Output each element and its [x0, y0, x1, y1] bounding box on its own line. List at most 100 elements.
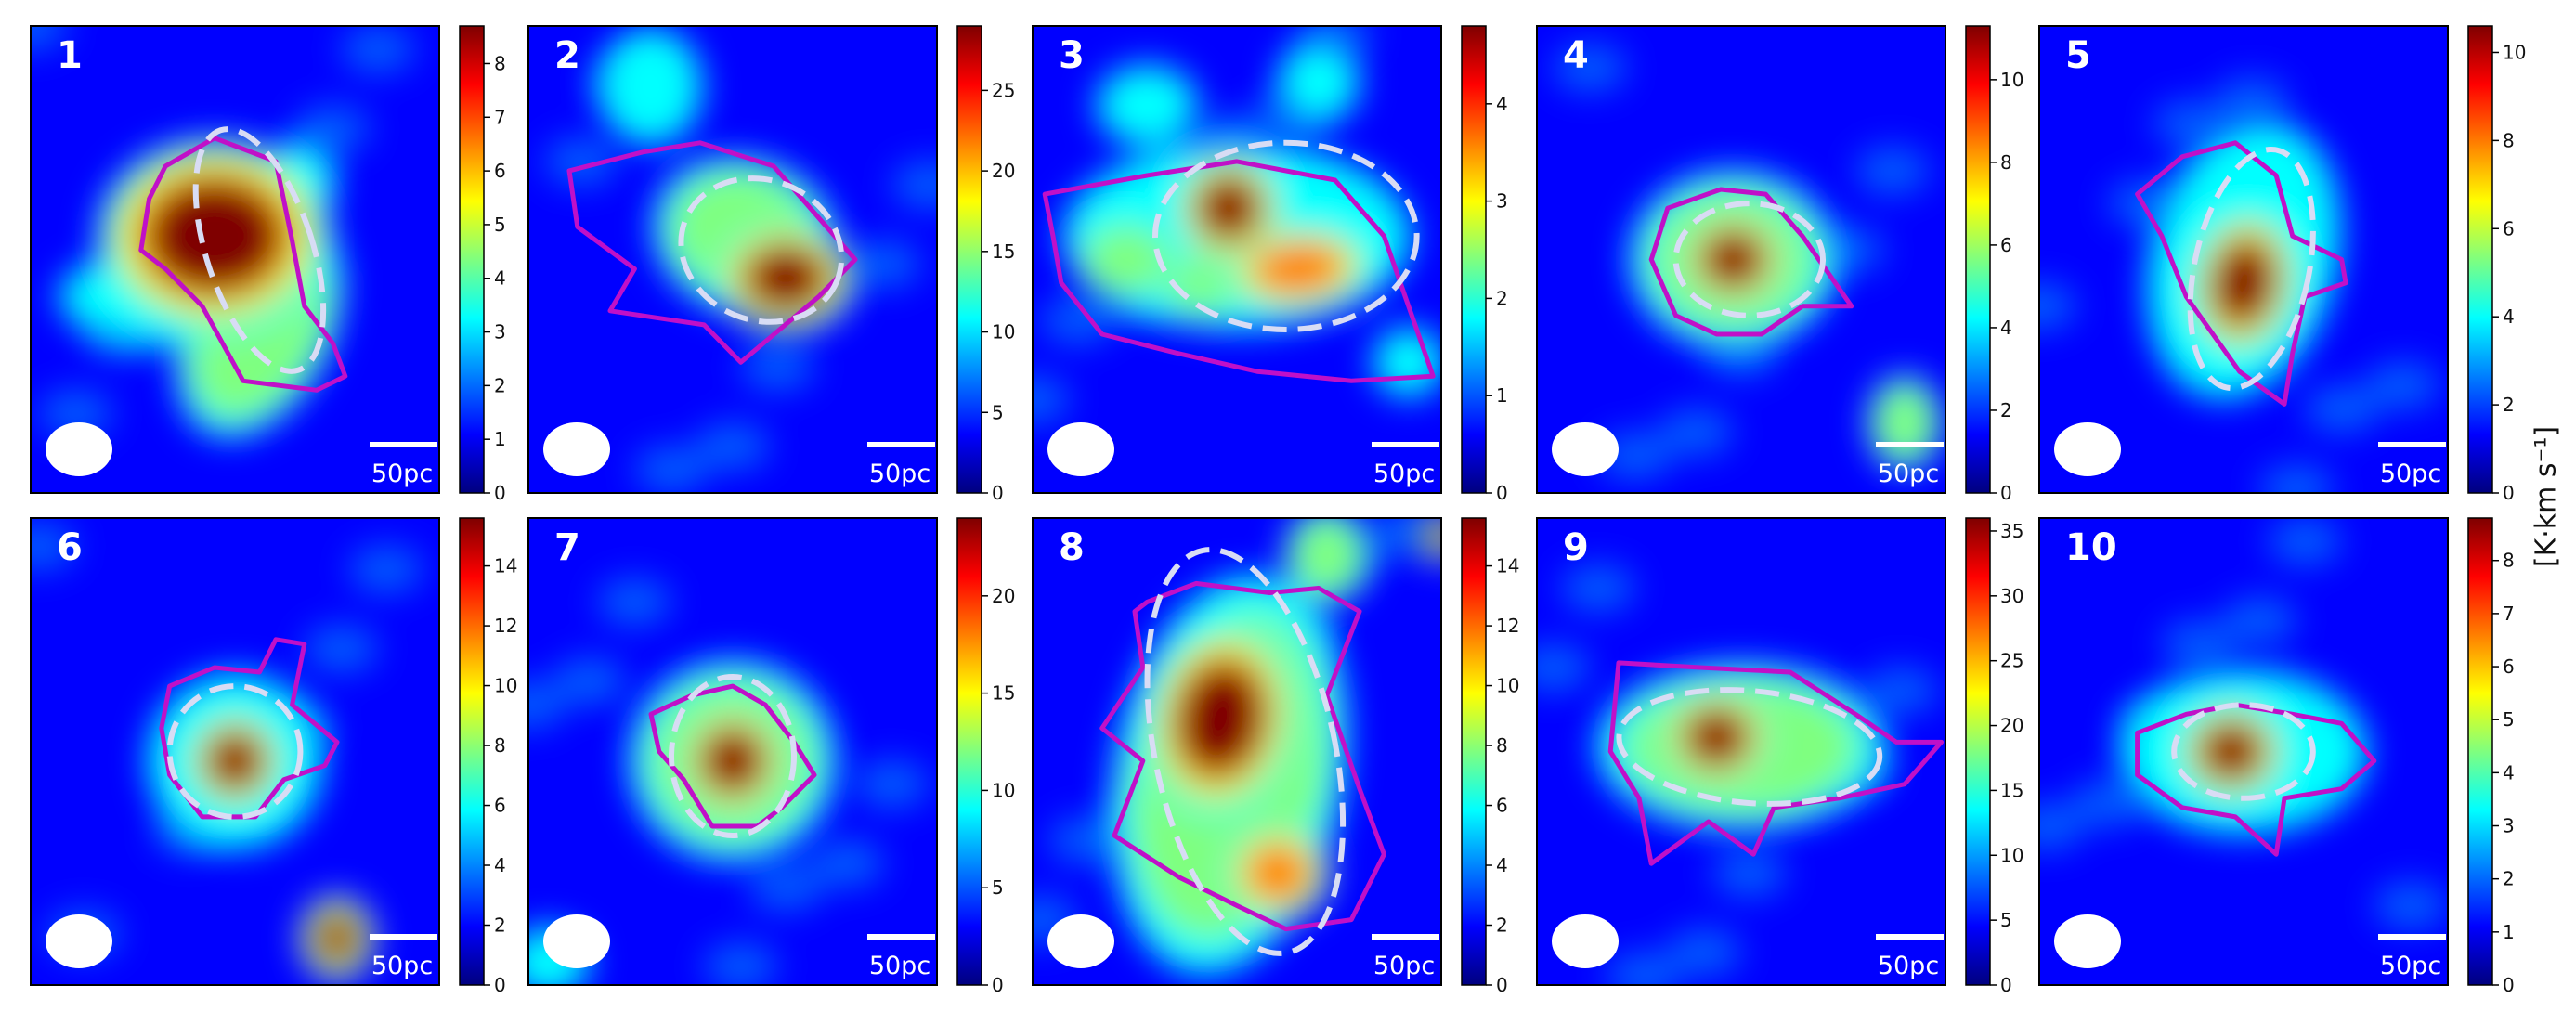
fitted-ellipse: [669, 674, 797, 839]
intensity-map: [31, 518, 439, 985]
colorbar-tick-label: 4: [2503, 761, 2515, 784]
panel-6: 50pc 6 0 2 4 6 8 10 12 14: [30, 517, 517, 996]
map-frame: [1536, 25, 1946, 494]
intensity-map: [2039, 518, 2448, 985]
background-emission: [1561, 564, 1635, 613]
background-emission: [31, 522, 76, 571]
colorbar-tick-label: 0: [494, 482, 506, 504]
colorbar-tick-label: 2: [2000, 399, 2012, 421]
emission-blob: [599, 28, 703, 146]
colorbar-tick-label: 25: [2000, 650, 2023, 672]
scale-bar-label: 50pc: [1373, 952, 1435, 980]
intensity-map: [31, 26, 439, 493]
background-emission: [854, 759, 930, 809]
colorbar-tick-label: 10: [992, 321, 1015, 343]
intensity-map: [1537, 518, 1945, 985]
background-emission: [528, 680, 566, 730]
colorbar-tick-label: 10: [1496, 675, 1519, 697]
background-emission: [1033, 375, 1070, 424]
colorbar-tick-label: 2: [494, 914, 506, 937]
fitted-ellipse: [1672, 201, 1827, 318]
background-emission: [2374, 881, 2448, 930]
map-frame: [2038, 25, 2449, 494]
colorbar-tick-label: 7: [2503, 603, 2515, 625]
background-emission: [1854, 146, 1930, 195]
colorbar-tick-label: 6: [494, 160, 506, 182]
colorbar-tick-label: 4: [494, 854, 506, 876]
emission-blob: [1245, 843, 1310, 903]
background-emission: [544, 136, 619, 186]
colorbar-tick-label: 8: [2503, 129, 2515, 151]
colorbar: [2467, 517, 2493, 986]
background-emission: [1606, 951, 1681, 985]
beam-ellipse: [1552, 422, 1619, 476]
colorbar-tick-label: 3: [2503, 815, 2515, 837]
cloud-contour: [2135, 140, 2348, 407]
panel-8: 50pc 8 0 2 4 6 8 10 12 14: [1032, 517, 1519, 996]
colorbar-tick-label: 20: [992, 160, 1015, 182]
cloud-contour: [1042, 159, 1436, 383]
cloud-contour: [1648, 187, 1854, 337]
emission-blob: [1701, 230, 1764, 289]
panel-number: 6: [57, 526, 83, 569]
map-frame: [527, 517, 938, 986]
colorbar-tick-label: 6: [2000, 234, 2012, 256]
beam-ellipse: [2054, 914, 2121, 968]
colorbar-tick-label: 8: [1496, 734, 1508, 757]
colorbar-tick-label: 10: [992, 779, 1015, 801]
colorbar-tick-label: 1: [494, 428, 506, 450]
colorbar-tick-label: 4: [1496, 854, 1508, 876]
colorbar-tick-label: 2: [1496, 287, 1508, 309]
beam-ellipse: [46, 422, 112, 476]
beam-ellipse: [1047, 914, 1114, 968]
scale-bar-label: 50pc: [1878, 460, 1939, 488]
background-emission: [553, 657, 627, 706]
colorbar-tick-label: 4: [494, 267, 506, 290]
background-emission: [2304, 384, 2379, 434]
intensity-map: [1537, 26, 1945, 493]
map-frame: [2038, 517, 2449, 986]
emission-blob: [701, 729, 764, 793]
colorbar: [459, 517, 485, 986]
panel-number: 10: [2065, 526, 2117, 569]
panel-3: 50pc 3 0 1 2 3 4: [1032, 25, 1508, 504]
map-frame: [1032, 25, 1442, 494]
panel-7: 50pc 7 0 5 10 15 20: [527, 517, 1015, 996]
fitted-ellipse: [1616, 687, 1883, 807]
colorbar-tick-label: 1: [2503, 921, 2515, 943]
panel-number: 3: [1059, 34, 1085, 77]
colorbar-tick-label: 20: [2000, 715, 2023, 737]
scale-bar-label: 50pc: [869, 460, 930, 488]
background-emission: [703, 941, 778, 985]
colorbar-tick-label: 25: [992, 79, 1015, 101]
emission-blob: [1292, 518, 1362, 596]
emission-blob: [1251, 241, 1346, 296]
colorbar-tick-label: 10: [2503, 41, 2526, 63]
background-emission: [2039, 801, 2085, 850]
panel-10: 50pc 10 0 1 2 3 4 5 6 7 8: [2038, 517, 2515, 996]
background-emission: [304, 624, 379, 673]
colorbar-tick-label: 5: [2503, 708, 2515, 731]
background-emission: [1537, 642, 1591, 692]
colorbar-tick-label: 0: [2503, 482, 2515, 504]
intensity-map: [1033, 518, 1441, 985]
panel-number: 1: [57, 34, 83, 77]
colorbar-tick-label: 2: [494, 374, 506, 396]
colorbar-tick-label: 2: [2503, 394, 2515, 416]
scale-bar-label: 50pc: [1878, 952, 1939, 980]
colorbar-tick-label: 0: [1496, 974, 1508, 996]
map-frame: [30, 517, 440, 986]
beam-ellipse: [543, 914, 610, 968]
cloud-contour: [648, 683, 817, 829]
background-emission: [891, 161, 937, 210]
colorbar-tick-label: 35: [2000, 520, 2023, 542]
background-emission: [2365, 361, 2440, 410]
emission-blob: [1096, 64, 1198, 147]
colorbar-tick-label: 10: [2000, 844, 2023, 866]
background-emission: [696, 421, 770, 471]
background-emission: [2071, 778, 2146, 827]
fitted-ellipse: [166, 683, 304, 820]
emission-blob: [1373, 327, 1441, 397]
colorbar-tick-label: 12: [494, 615, 517, 637]
panel-number: 7: [554, 526, 580, 569]
